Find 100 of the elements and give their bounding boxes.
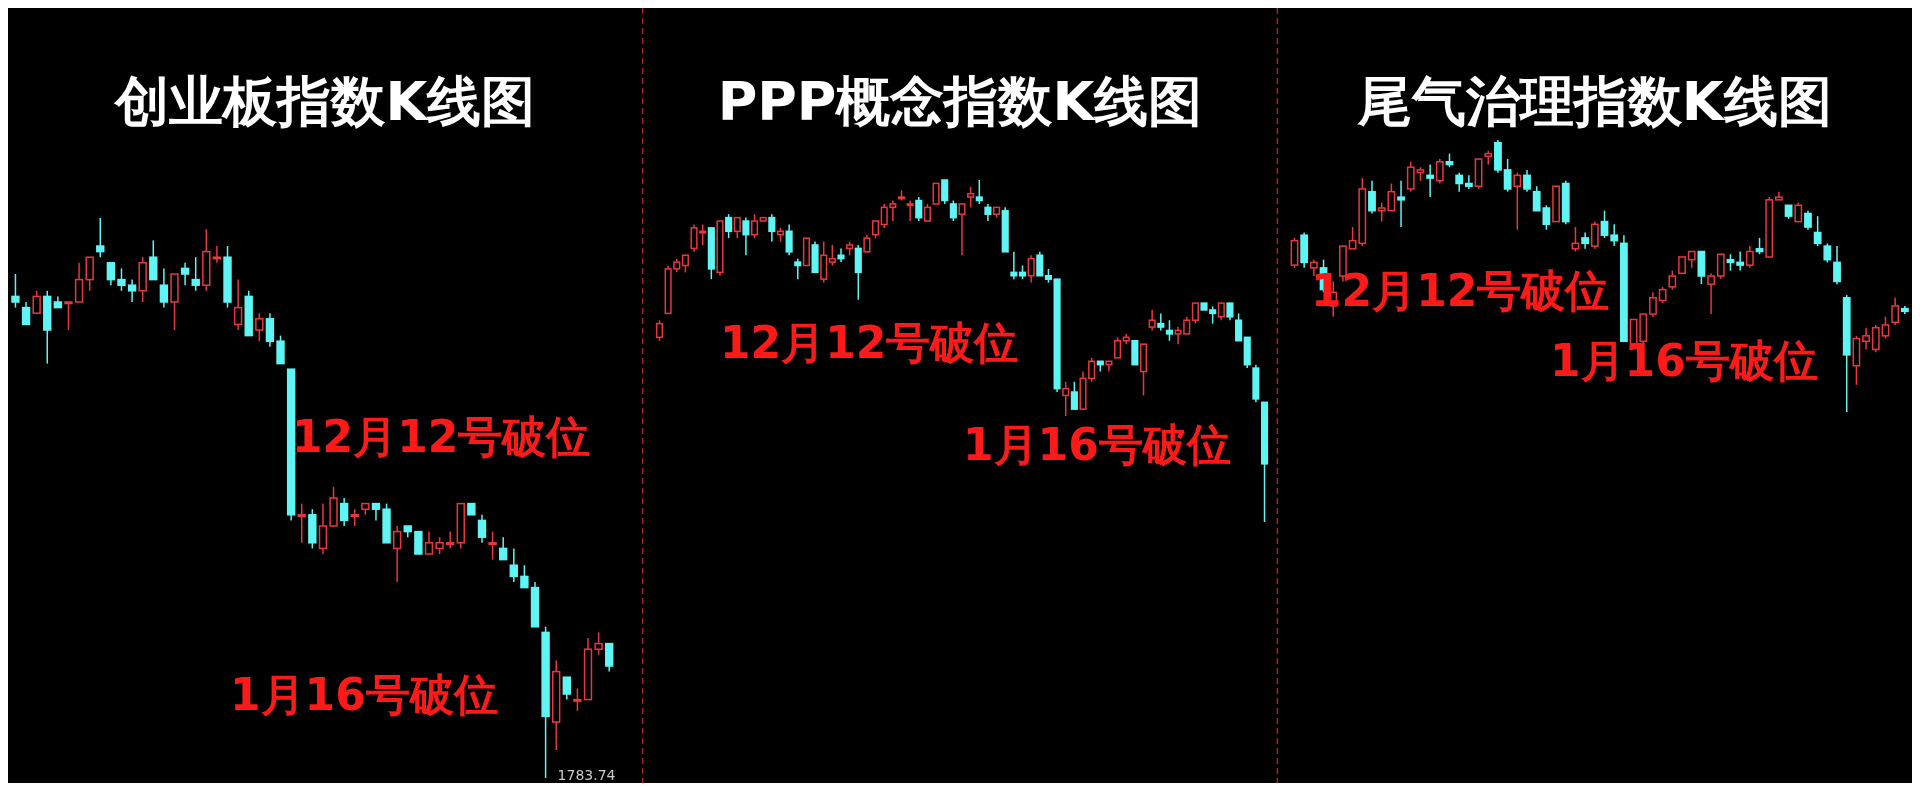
candlestick (562, 676, 571, 701)
candlestick (21, 301, 31, 326)
candlestick (655, 319, 664, 342)
annotation: 1月16号破位 (963, 419, 1231, 470)
candlestick (1062, 381, 1070, 417)
candlestick (1590, 220, 1599, 250)
candlestick (1610, 223, 1619, 247)
candlestick (742, 216, 750, 256)
candlestick (1426, 163, 1435, 198)
candlestick (64, 301, 73, 331)
candlestick (573, 687, 582, 712)
candlestick (1406, 161, 1415, 193)
candlestick (1114, 336, 1122, 359)
annotation: 1783.74 (557, 767, 616, 783)
candlestick (1881, 316, 1890, 340)
candlestick (339, 497, 349, 527)
candlestick (768, 213, 776, 243)
candlestick (1716, 253, 1725, 280)
candlestick (1070, 381, 1078, 410)
chart-title: 尾气治理指数K线图 (1356, 70, 1832, 133)
candlestick (854, 244, 862, 301)
candlestick (212, 245, 222, 264)
candlestick (488, 530, 497, 561)
candlestick (414, 530, 423, 555)
candlestick (1813, 215, 1822, 247)
candlestick (1794, 201, 1803, 223)
candlestick (106, 262, 116, 286)
candlestick (96, 217, 105, 258)
candlestick (1027, 254, 1035, 284)
candlestick (392, 525, 402, 583)
candlestick (1862, 326, 1870, 351)
candlestick (785, 223, 793, 256)
candlestick (1823, 242, 1832, 264)
candlestick (733, 216, 741, 239)
candlestick (1148, 309, 1156, 332)
candlestick (725, 213, 733, 239)
candlestick (233, 278, 243, 331)
annotation: 12月12号破位 (720, 317, 1019, 368)
candlestick (594, 631, 603, 656)
candlestick (509, 547, 518, 583)
candlestick (117, 267, 126, 292)
candlestick (958, 203, 966, 256)
candlestick (915, 196, 923, 222)
candlestick (1165, 319, 1174, 342)
candlestick (1503, 158, 1512, 193)
candlestick (297, 502, 306, 544)
candlestick (1036, 251, 1044, 277)
candlestick (1464, 174, 1473, 190)
candlestick (255, 312, 264, 342)
candlestick (1571, 226, 1580, 253)
candlestick (906, 199, 914, 222)
candlestick (820, 240, 828, 284)
candlestick (85, 256, 94, 292)
candlestick (498, 536, 508, 561)
candlestick (1707, 272, 1715, 315)
candlestick (975, 179, 983, 205)
candlestick (520, 564, 529, 589)
candlestick (74, 262, 84, 303)
candlestick (318, 502, 328, 555)
candlestick (11, 273, 20, 309)
candlestick (159, 267, 169, 309)
candlestick (1513, 171, 1522, 231)
candlestick (1235, 312, 1243, 342)
candlestick (1871, 324, 1880, 353)
candlestick (1804, 209, 1812, 231)
candlestick (1736, 250, 1745, 272)
candlestick (1368, 180, 1376, 215)
candlestick (1157, 312, 1165, 332)
candlestick (1191, 302, 1199, 325)
candlestick (1435, 158, 1444, 185)
candlestick (828, 244, 836, 267)
candlestick (1131, 339, 1139, 366)
candlestick (751, 213, 759, 239)
candlestick (149, 239, 158, 281)
candlestick (445, 530, 455, 550)
candlestick (1668, 269, 1677, 291)
annotation: 1月16号破位 (1550, 335, 1818, 386)
candlestick (1010, 251, 1018, 280)
candlestick (605, 642, 614, 673)
candlestick (932, 182, 940, 205)
candlestick (967, 186, 975, 209)
candlestick (265, 312, 275, 348)
candlestick (1891, 297, 1900, 326)
candlestick (941, 179, 949, 205)
candlestick (1833, 245, 1841, 285)
candlestick (477, 514, 487, 544)
candlestick (276, 334, 285, 365)
candlestick (1600, 209, 1609, 239)
candlestick (127, 278, 137, 303)
candlestick (794, 257, 802, 280)
chart-title: PPP概念指数K线图 (717, 70, 1203, 133)
candlestick (424, 530, 434, 555)
candlestick (1397, 180, 1405, 228)
annotation: 12月12号破位 (292, 411, 591, 462)
annotation: 1月16号破位 (230, 669, 498, 720)
candlestick (180, 262, 190, 286)
candlestick (1649, 291, 1657, 318)
candlestick (32, 290, 41, 314)
candlestick (949, 199, 957, 222)
candlestick (1523, 169, 1531, 193)
